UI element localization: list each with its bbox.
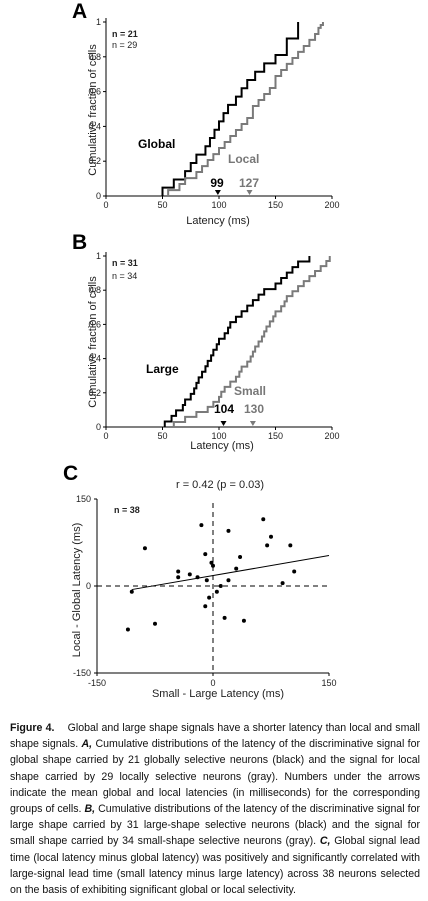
scatter-point	[292, 570, 296, 574]
scatter-point	[269, 535, 273, 539]
scatter-point	[130, 590, 134, 594]
panel-b-mean-arrow-large	[221, 421, 227, 426]
scatter-point	[199, 523, 203, 527]
panel-a-y-tick-label: 1	[96, 17, 101, 27]
panel-b-y-tick-label: 0.6	[88, 319, 101, 329]
panel-b-mean-small: 130	[244, 402, 264, 416]
panel-a-mean-arrow-global	[215, 190, 221, 195]
scatter-point	[126, 628, 130, 632]
scatter-point	[238, 555, 242, 559]
scatter-point	[265, 543, 269, 547]
panel-a-n-local: n = 29	[112, 40, 137, 50]
scatter-point	[188, 572, 192, 576]
panel-b-y-tick-label: 0.2	[88, 388, 101, 398]
panel-a-x-tick-label: 50	[157, 200, 167, 210]
scatter-point	[203, 604, 207, 608]
panel-c-x-tick-label: 0	[210, 678, 215, 688]
panel-b-xlabel: Latency (ms)	[190, 440, 254, 452]
figure-4-panels: A Cumulative fraction of cells Latency (…	[0, 0, 428, 712]
scatter-point	[196, 575, 200, 579]
panel-c-ylabel: Local - Global Latency (ms)	[71, 523, 83, 658]
panel-c-xlabel: Small - Large Latency (ms)	[152, 688, 284, 700]
panel-a-y-tick-label: 0.6	[88, 87, 101, 97]
scatter-point	[223, 616, 227, 620]
caption-c-label: C,	[320, 835, 331, 847]
panel-b-x-tick-label: 100	[211, 431, 226, 441]
panel-b-y-tick-label: 0.4	[88, 354, 101, 364]
panel-b: B Cumulative fraction of cells Latency (…	[72, 231, 340, 452]
scatter-point	[234, 567, 238, 571]
panel-b-mean-arrow-small	[250, 421, 256, 426]
panel-c-title: r = 0.42 (p = 0.03)	[176, 479, 264, 491]
panel-a-x-tick-label: 200	[324, 200, 339, 210]
panel-b-x-tick-label: 200	[324, 431, 339, 441]
panel-a: A Cumulative fraction of cells Latency (…	[72, 0, 340, 227]
scatter-point	[226, 578, 230, 582]
panel-a-y-tick-label: 0	[96, 191, 101, 201]
panel-a-series-global-line	[163, 22, 299, 196]
caption-b-label: B,	[85, 803, 96, 815]
panel-c-x-tick-label: -150	[88, 678, 106, 688]
panel-a-mean-global: 99	[210, 176, 224, 190]
panel-letter-a: A	[72, 0, 87, 23]
panel-c: C r = 0.42 (p = 0.03) n = 38 Local - Glo…	[63, 462, 337, 700]
panel-b-x-tick-label: 50	[157, 431, 167, 441]
panel-b-y-tick-label: 0.8	[88, 285, 101, 295]
scatter-point	[219, 584, 223, 588]
scatter-point	[242, 619, 246, 623]
panel-c-y-tick-label: 0	[86, 581, 91, 591]
panel-b-x-tick-label: 150	[268, 431, 283, 441]
panel-b-small-label: Small	[234, 384, 266, 398]
panel-c-x-tick-label: 150	[321, 678, 336, 688]
panel-a-y-tick-label: 0.2	[88, 156, 101, 166]
panel-c-y-tick-label: 150	[76, 494, 91, 504]
scatter-point	[203, 552, 207, 556]
scatter-point	[211, 564, 215, 568]
panel-a-y-tick-label: 0.8	[88, 52, 101, 62]
panel-b-y-tick-label: 0	[96, 422, 101, 432]
panel-a-y-tick-label: 0.4	[88, 121, 101, 131]
panel-b-large-label: Large	[146, 362, 179, 376]
panel-a-mean-local: 127	[239, 176, 259, 190]
panel-c-y-tick-label: -150	[73, 668, 91, 678]
scatter-point	[207, 596, 211, 600]
panel-b-y-tick-label: 1	[96, 251, 101, 261]
panel-c-n: n = 38	[114, 505, 140, 515]
scatter-point	[281, 581, 285, 585]
scatter-point	[226, 529, 230, 533]
caption-a-label: A,	[82, 738, 93, 750]
panel-a-global-label: Global	[138, 137, 175, 151]
panel-a-x-tick-label: 100	[211, 200, 226, 210]
scatter-point	[205, 578, 209, 582]
scatter-point	[176, 575, 180, 579]
panel-letter-b: B	[72, 231, 87, 254]
panel-a-n-global: n = 21	[112, 29, 138, 39]
panel-a-xlabel: Latency (ms)	[186, 215, 250, 227]
panel-b-x-tick-label: 0	[103, 431, 108, 441]
panel-a-x-tick-label: 0	[103, 200, 108, 210]
panel-c-regression-line	[132, 556, 329, 590]
scatter-point	[261, 517, 265, 521]
scatter-point	[143, 546, 147, 550]
figure-caption: Figure 4. Global and large shape signals…	[10, 720, 420, 898]
panel-b-mean-large: 104	[214, 402, 234, 416]
scatter-point	[176, 570, 180, 574]
scatter-point	[288, 543, 292, 547]
panel-b-n-small: n = 34	[112, 271, 137, 281]
panel-b-series-large-line	[165, 256, 310, 427]
panel-letter-c: C	[63, 462, 78, 485]
panel-a-local-label: Local	[228, 152, 259, 166]
scatter-point	[215, 590, 219, 594]
panel-a-x-tick-label: 150	[268, 200, 283, 210]
scatter-point	[153, 622, 157, 626]
panel-b-n-large: n = 31	[112, 258, 138, 268]
caption-figure-label: Figure 4.	[10, 722, 54, 734]
panel-a-mean-arrow-local	[247, 190, 253, 195]
